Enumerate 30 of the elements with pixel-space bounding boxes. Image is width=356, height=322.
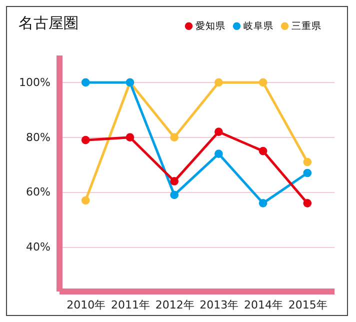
chart-title: 名古屋圏 <box>18 14 79 32</box>
point <box>303 158 312 166</box>
x-tick-label: 2013年 <box>200 298 239 312</box>
legend-label: 三重県 <box>292 20 322 32</box>
point <box>214 150 223 158</box>
point <box>214 78 223 87</box>
x-tick-label: 2010年 <box>66 298 106 312</box>
y-tick-label: 60% <box>26 186 50 199</box>
y-tick-label: 100% <box>19 76 50 89</box>
point <box>303 168 312 178</box>
point <box>81 78 90 87</box>
x-tick-label: 2011年 <box>110 298 150 312</box>
point <box>258 78 268 87</box>
point <box>303 199 312 208</box>
y-tick-label: 80% <box>26 130 50 144</box>
point <box>170 133 179 142</box>
point <box>81 196 90 205</box>
point <box>81 136 90 144</box>
legend-label: 愛知県 <box>196 20 226 32</box>
y-tick-label: 40% <box>26 240 50 254</box>
legend-label: 岐阜県 <box>244 20 274 32</box>
point <box>126 133 134 142</box>
point <box>214 128 223 136</box>
x-tick-label: 2015年 <box>288 298 328 312</box>
point <box>258 146 268 156</box>
x-tick-label: 2012年 <box>155 298 194 312</box>
point <box>170 177 179 186</box>
point <box>258 199 268 208</box>
point <box>170 190 179 200</box>
x-tick-label: 2014年 <box>244 298 284 312</box>
